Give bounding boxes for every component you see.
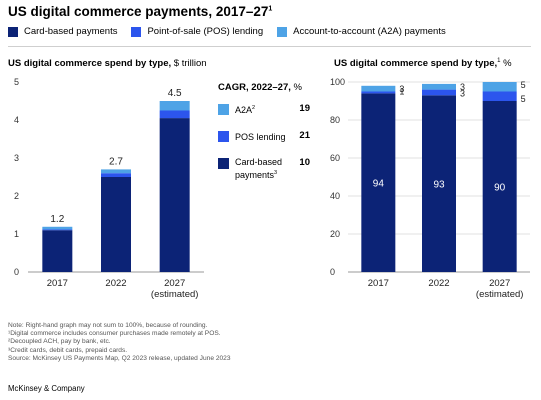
right-ytick-label: 100	[330, 77, 345, 87]
left-ytick-label: 1	[14, 229, 19, 239]
right-bar-a2a-2022	[422, 83, 456, 90]
right-xtick-sublabel: (estimated)	[476, 289, 524, 300]
left-bar-a2a-2017	[42, 226, 73, 230]
cagr-label-pos: POS lending	[235, 132, 286, 142]
right-bar-pos-2022	[422, 89, 456, 96]
right-data-label-a2a: 3	[460, 82, 465, 92]
cagr-value-card: 10	[299, 157, 310, 168]
cagr-row-pos: POS lending 21	[218, 130, 310, 143]
left-bar-pos-2027	[159, 110, 190, 119]
legend-item-pos: Point-of-sale (POS) lending	[131, 26, 263, 37]
right-ytick-label: 40	[330, 191, 340, 201]
brand-logo: McKinsey & Company	[8, 384, 85, 393]
divider	[8, 46, 531, 47]
right-ytick-label: 60	[330, 153, 340, 163]
right-bar-card-2017	[361, 93, 396, 273]
footnote-2: ²Decoupled ACH, pay by bank, etc.	[8, 338, 111, 346]
left-xtick-label: 2022	[105, 278, 126, 289]
cagr-swatch-a2a	[218, 104, 229, 115]
left-bar-pos-2022	[101, 173, 131, 177]
right-data-label-card: 94	[373, 179, 385, 190]
left-ytick-label: 0	[14, 267, 19, 277]
right-xtick-label: 2017	[368, 278, 389, 289]
left-bar-pos-2017	[42, 229, 73, 231]
left-ytick-label: 4	[14, 115, 19, 125]
cagr-title: CAGR, 2022–27, %	[218, 82, 302, 93]
footnote-3: ³Credit cards, debit cards, prepaid card…	[8, 346, 128, 354]
right-chart-title: US digital commerce spend by type,1 %	[334, 58, 512, 70]
right-bar-card-2027	[482, 101, 517, 272]
right-xtick-label: 2022	[428, 278, 449, 289]
right-data-label-pos: 5	[521, 94, 526, 104]
right-data-label-a2a: 3	[399, 84, 404, 94]
footnote-1: ¹Digital commerce includes consumer purc…	[8, 330, 221, 338]
right-data-label-a2a: 5	[521, 80, 526, 90]
right-data-label-pos: 1	[399, 86, 404, 96]
right-bar-pos-2017	[361, 91, 396, 94]
right-bar-pos-2027	[482, 91, 517, 101]
left-ytick-label: 2	[14, 191, 19, 201]
right-ytick-label: 20	[330, 229, 340, 239]
left-bar-card-2027	[159, 118, 190, 272]
cagr-row-a2a: A2A2 19	[218, 103, 310, 116]
legend-label-a2a: Account-to-account (A2A) payments	[293, 26, 446, 37]
cagr-label-a2a: A2A2	[235, 105, 256, 115]
legend-item-a2a: Account-to-account (A2A) payments	[277, 26, 446, 37]
cagr-swatch-pos	[218, 131, 229, 142]
left-ytick-label: 5	[14, 77, 19, 87]
footnote-source: Source: McKinsey US Payments Map, Q2 202…	[8, 354, 231, 362]
right-ytick-label: 0	[330, 267, 335, 277]
right-data-label-pos: 3	[460, 88, 465, 98]
cagr-panel: CAGR, 2022–27, % A2A2 19 POS lending 21 …	[218, 82, 310, 195]
cagr-row-card: Card-based payments3 10	[218, 157, 310, 181]
footnotes: Note: Right-hand graph may not sum to 10…	[8, 322, 230, 363]
legend-swatch-a2a	[277, 26, 288, 37]
charts-canvas: 0123451.220172.720224.52027(estimated)02…	[14, 77, 530, 300]
footnote-rounding: Note: Right-hand graph may not sum to 10…	[8, 322, 208, 329]
left-bar-card-2017	[42, 230, 73, 272]
left-chart-title: US digital commerce spend by type, $ tri…	[8, 58, 207, 69]
left-total-label: 4.5	[168, 88, 182, 99]
right-bar-card-2022	[422, 95, 456, 272]
cagr-value-pos: 21	[299, 130, 310, 141]
left-bar-a2a-2027	[159, 101, 190, 111]
legend-swatch-card	[8, 26, 18, 37]
left-xtick-label: 2017	[47, 278, 68, 289]
left-xtick-sublabel: (estimated)	[151, 289, 199, 300]
right-ytick-label: 80	[330, 115, 340, 125]
cagr-value-a2a: 19	[299, 103, 310, 114]
right-data-label-card: 90	[494, 183, 506, 194]
left-ytick-label: 3	[14, 153, 19, 163]
page-title: US digital commerce payments, 2017–271	[8, 4, 273, 19]
cagr-swatch-card	[218, 158, 229, 169]
right-bar-a2a-2017	[361, 85, 396, 92]
chart-legend: Card-based payments Point-of-sale (POS) …	[8, 26, 446, 37]
left-bar-a2a-2022	[101, 169, 131, 174]
cagr-label-card: Card-based payments3	[235, 157, 283, 180]
left-bar-card-2022	[101, 177, 131, 272]
legend-label-pos: Point-of-sale (POS) lending	[147, 26, 264, 37]
right-bar-a2a-2027	[482, 82, 517, 92]
left-total-label: 1.2	[50, 214, 64, 225]
right-data-label-card: 93	[433, 180, 445, 191]
right-xtick-label: 2027	[489, 278, 510, 289]
left-total-label: 2.7	[109, 156, 123, 167]
legend-item-card: Card-based payments	[8, 26, 117, 37]
legend-label-card: Card-based payments	[24, 26, 118, 37]
legend-swatch-pos	[131, 26, 142, 37]
left-xtick-label: 2027	[164, 278, 185, 289]
